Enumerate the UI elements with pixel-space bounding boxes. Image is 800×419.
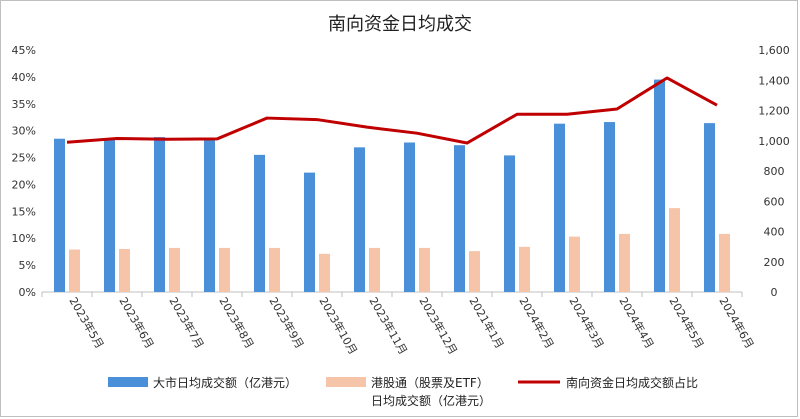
- chart-title: 南向资金日均成交: [328, 14, 472, 35]
- x-tick-label: 2024年2月: [516, 295, 557, 351]
- bar-connect-turnover: [719, 233, 730, 292]
- y-right-tick-label: 400: [764, 226, 785, 239]
- bar-market-turnover: [554, 123, 565, 292]
- bar-connect-turnover: [519, 246, 530, 292]
- bar-connect-turnover: [569, 236, 580, 292]
- bar-market-turnover: [654, 79, 665, 292]
- y-right-tick-label: 1,000: [758, 135, 790, 148]
- y-left-tick-label: 25%: [12, 152, 36, 165]
- bar-market-turnover: [304, 172, 315, 292]
- x-tick-label: 2023年6月: [116, 295, 157, 351]
- y-left-tick-label: 35%: [12, 98, 36, 111]
- bar-connect-turnover: [419, 247, 430, 292]
- y-left-tick-label: 30%: [12, 125, 36, 138]
- x-tick-label: 2023年10月: [316, 295, 360, 357]
- y-left-tick-label: 5%: [19, 259, 36, 272]
- y-left-tick-label: 45%: [12, 44, 36, 57]
- x-tick-label: 2023年7月: [166, 295, 207, 351]
- bar-market-turnover: [104, 138, 115, 292]
- x-tick-label: 2024年5月: [666, 295, 707, 351]
- line-series: [66, 76, 718, 145]
- bar-market-turnover: [154, 137, 165, 292]
- x-tick-label: 2021年1月: [466, 295, 507, 351]
- y-right-tick-label: 1,400: [758, 74, 790, 87]
- y-left-tick-label: 20%: [12, 178, 36, 191]
- x-tick-label: 2023年12月: [416, 295, 460, 357]
- legend-swatch-market: [108, 377, 148, 387]
- bar-market-turnover: [454, 145, 465, 292]
- x-tick-label: 2023年8月: [216, 295, 257, 351]
- legend-label-connect-line1: 港股通（股票及ETF）: [371, 376, 489, 390]
- bar-connect-turnover: [169, 247, 180, 292]
- bar-market-turnover: [254, 154, 265, 292]
- bar-market-turnover: [54, 138, 65, 292]
- bar-market-turnover: [504, 155, 515, 292]
- y-right-tick-label: 200: [764, 256, 785, 269]
- legend-label-share: 南向资金日均成交额占比: [566, 375, 698, 390]
- line-share-path: [66, 76, 718, 145]
- y-left-tick-label: 0%: [19, 286, 36, 299]
- y-left-tick-label: 10%: [12, 232, 36, 245]
- x-tick-label: 2023年5月: [66, 295, 107, 351]
- bar-market-turnover: [204, 138, 215, 292]
- bar-market-turnover: [604, 122, 615, 292]
- bar-market-turnover: [354, 147, 365, 292]
- legend-swatch-connect: [326, 377, 366, 387]
- legend-label-market: 大市日均成交额（亿港元）: [153, 375, 297, 390]
- y-right-tick-label: 1,600: [758, 44, 790, 57]
- y-right-tick-label: 0: [771, 286, 778, 299]
- legend: 大市日均成交额（亿港元） 港股通（股票及ETF） 日均成交额（亿港元） 南向资金…: [108, 375, 698, 408]
- axes: 0% 5% 10% 15% 20% 25% 30% 35% 40% 45% 0 200 400 600 80…: [12, 44, 790, 357]
- bars: [54, 79, 730, 292]
- bar-connect-turnover: [469, 251, 480, 292]
- x-tick-label: 2024年6月: [716, 295, 757, 351]
- y-right-tick-label: 1,200: [758, 105, 790, 118]
- y-right-tick-label: 800: [764, 165, 785, 178]
- y-left-tick-label: 15%: [12, 205, 36, 218]
- x-tick-label: 2024年3月: [566, 295, 607, 351]
- bar-connect-turnover: [669, 208, 680, 292]
- x-tick-label: 2024年4月: [616, 295, 657, 351]
- bar-market-turnover: [704, 123, 715, 292]
- bar-connect-turnover: [219, 247, 230, 292]
- bar-market-turnover: [404, 142, 415, 292]
- bar-connect-turnover: [619, 233, 630, 292]
- bar-connect-turnover: [69, 249, 80, 292]
- bar-connect-turnover: [319, 253, 330, 292]
- bar-connect-turnover: [369, 247, 380, 292]
- x-tick-label: 2023年11月: [366, 295, 410, 357]
- legend-label-connect-line2: 日均成交额（亿港元）: [371, 393, 491, 408]
- x-tick-label: 2023年9月: [266, 295, 307, 351]
- y-right-tick-label: 600: [764, 195, 785, 208]
- bar-connect-turnover: [119, 248, 130, 292]
- bar-connect-turnover: [269, 247, 280, 292]
- y-left-tick-label: 40%: [12, 71, 36, 84]
